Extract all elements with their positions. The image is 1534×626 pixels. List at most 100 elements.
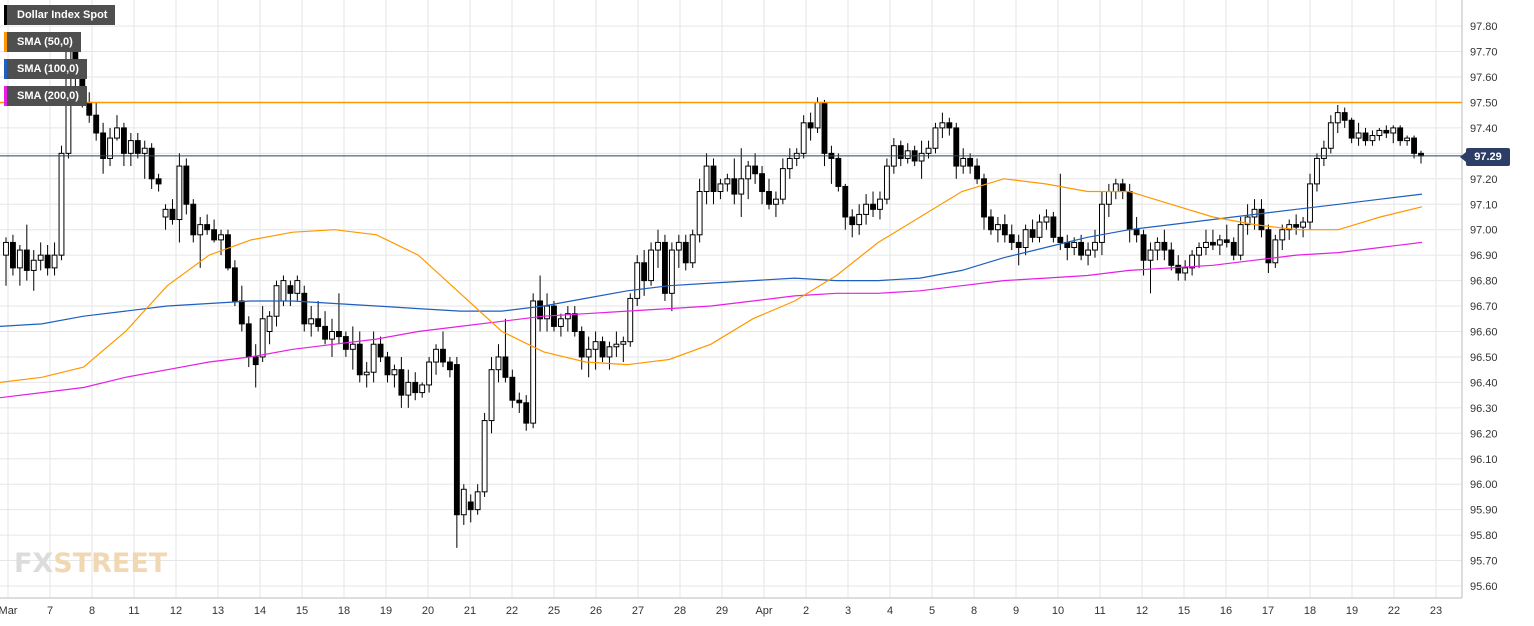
- candle-body: [994, 224, 1001, 231]
- candle-body: [1334, 112, 1341, 124]
- candle-body: [1168, 249, 1175, 266]
- candle-body: [100, 132, 107, 159]
- y-tick-label: 96.30: [1470, 403, 1498, 415]
- candle: [141, 140, 148, 179]
- candle: [1397, 125, 1404, 146]
- candle: [1362, 127, 1369, 146]
- candle: [1050, 211, 1057, 243]
- candle-body: [10, 241, 16, 269]
- candle: [329, 318, 335, 357]
- x-tick-label: 4: [887, 605, 893, 617]
- candle: [1383, 125, 1390, 139]
- candle-body: [488, 369, 495, 422]
- candle-body: [634, 262, 641, 299]
- candle-body: [1175, 264, 1182, 274]
- candle-body: [1189, 254, 1196, 269]
- x-tick-label: 28: [674, 605, 686, 617]
- candle: [10, 234, 16, 276]
- candle-body: [1237, 224, 1244, 256]
- candle-body: [918, 152, 925, 162]
- candle-body: [120, 127, 127, 154]
- candle-body: [814, 101, 821, 129]
- candle: [766, 178, 772, 210]
- candle-body: [675, 241, 682, 251]
- candle-body: [308, 318, 315, 325]
- candle: [870, 191, 876, 217]
- x-tick-label: Mar: [0, 605, 18, 617]
- candle: [93, 102, 100, 141]
- y-tick-label: 96.20: [1470, 428, 1498, 440]
- candle-body: [939, 122, 946, 129]
- candle-body: [717, 183, 724, 193]
- candle: [564, 306, 571, 332]
- x-tick-label: 25: [548, 605, 560, 617]
- candle-body: [1341, 112, 1348, 121]
- x-tick-label: 12: [1136, 605, 1148, 617]
- legend-sma100: SMA (100,0): [4, 59, 87, 79]
- candle-body: [252, 356, 259, 366]
- candle: [675, 234, 682, 268]
- candle: [1348, 117, 1355, 144]
- candle: [509, 369, 516, 408]
- x-tick-label: 17: [1262, 605, 1274, 617]
- x-tick-label: 18: [338, 605, 350, 617]
- candle-body: [703, 165, 710, 193]
- candle-body: [1078, 241, 1085, 256]
- candle-body: [613, 343, 620, 348]
- candle-body: [460, 488, 467, 516]
- candle-body: [537, 300, 544, 320]
- candle: [1334, 104, 1341, 133]
- candle: [134, 132, 141, 159]
- candle: [662, 234, 668, 301]
- candle: [1036, 214, 1043, 243]
- y-tick-label: 96.90: [1470, 250, 1498, 262]
- candle-body: [384, 356, 391, 376]
- candle: [127, 132, 134, 167]
- candle-body: [1397, 127, 1404, 142]
- candle-body: [370, 343, 377, 373]
- candle-body: [1008, 234, 1015, 243]
- candle-body: [1036, 221, 1043, 238]
- x-tick-label: 11: [1094, 605, 1105, 617]
- candle-body: [904, 150, 911, 159]
- candle: [1099, 191, 1105, 256]
- candle: [308, 306, 315, 337]
- candle: [516, 392, 523, 413]
- candle: [1327, 115, 1334, 154]
- candle-body: [523, 402, 530, 424]
- candle-body: [190, 203, 197, 236]
- candle-body: [960, 157, 967, 167]
- candle: [1314, 153, 1320, 192]
- candle-body: [752, 165, 759, 175]
- candle-body: [245, 323, 252, 358]
- candle: [1216, 234, 1223, 256]
- candle: [294, 275, 301, 301]
- candle-body: [141, 147, 148, 154]
- candle: [682, 234, 689, 271]
- candle-body: [127, 140, 134, 154]
- candle: [481, 412, 488, 497]
- fxstreet-logo: FXSTREET: [14, 548, 167, 579]
- candle: [190, 199, 197, 243]
- y-tick-label: 96.00: [1470, 479, 1498, 491]
- candle: [710, 158, 717, 205]
- candle: [1161, 229, 1168, 261]
- y-tick-label: 96.50: [1470, 352, 1498, 364]
- candle: [384, 351, 391, 383]
- candle-body: [800, 122, 807, 154]
- candle-body: [1383, 129, 1390, 134]
- candle: [1307, 173, 1313, 230]
- candle: [336, 293, 342, 345]
- candle: [252, 344, 259, 388]
- candle: [1043, 209, 1050, 230]
- candle-body: [287, 285, 294, 294]
- candle: [807, 112, 814, 141]
- candle: [1133, 216, 1140, 243]
- candle: [1320, 140, 1327, 167]
- candle-body: [16, 249, 23, 269]
- candle: [724, 173, 731, 192]
- candle: [204, 214, 211, 235]
- candle-body: [759, 173, 765, 193]
- candle: [689, 229, 696, 268]
- candle: [1140, 229, 1147, 276]
